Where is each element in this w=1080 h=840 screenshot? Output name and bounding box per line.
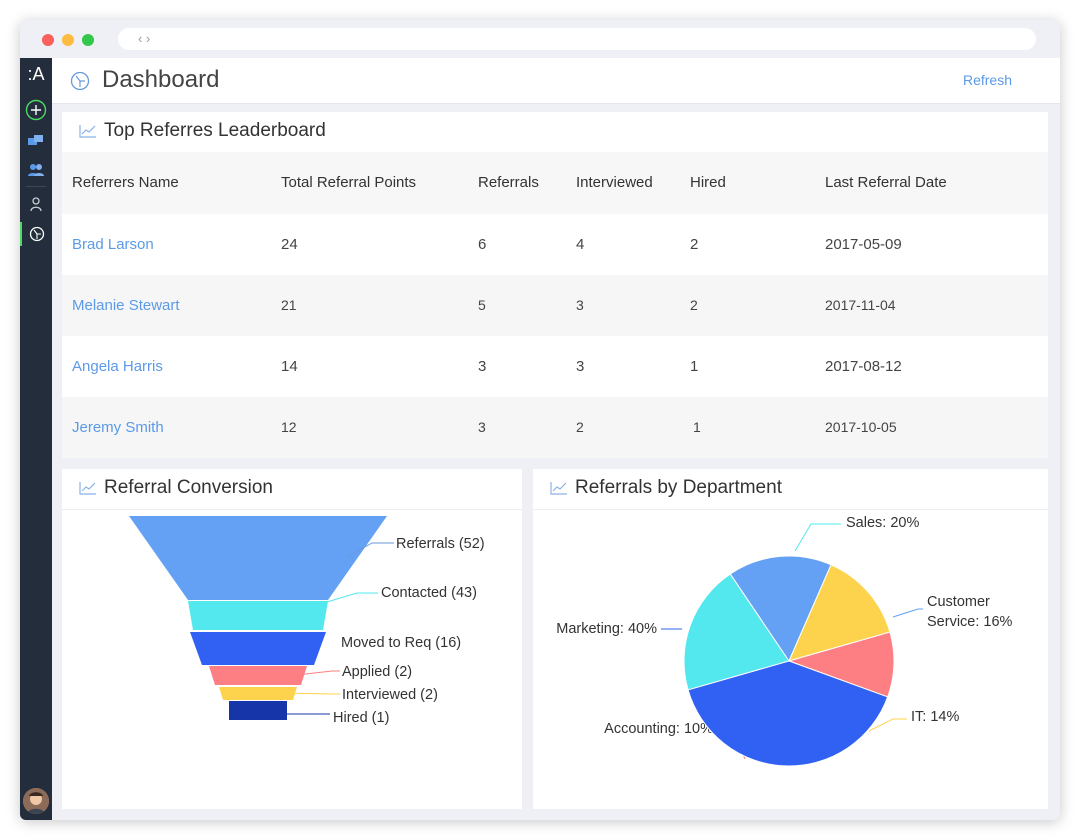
referrals-by-department-panel: Referrals by Department Sales: 20% Custom…	[533, 469, 1048, 809]
interviewed-cell: 3	[576, 297, 584, 313]
date-cell: 2017-08-12	[825, 358, 902, 375]
date-cell: 2017-11-04	[825, 297, 896, 313]
points-cell: 21	[281, 297, 297, 313]
refresh-button[interactable]: Refresh	[962, 72, 1012, 88]
minimize-window-button[interactable]	[62, 34, 74, 46]
dashboard-icon	[70, 71, 90, 96]
interviewed-cell: 4	[576, 236, 585, 253]
maximize-window-button[interactable]	[82, 34, 94, 46]
chart-line-icon	[550, 481, 568, 500]
funnel-leader-line	[346, 542, 394, 558]
pie-label: Accounting: 10%	[604, 721, 713, 737]
column-header[interactable]: Last Referral Date	[825, 174, 947, 191]
points-cell: 24	[281, 236, 298, 253]
date-cell: 2017-10-05	[825, 419, 897, 435]
funnel-leader-line	[277, 692, 340, 695]
leaderboard-panel: Top Referres Leaderboard Referrers Name …	[62, 112, 1048, 458]
referrals-cell: 3	[478, 358, 487, 375]
hired-cell: 1	[690, 358, 699, 375]
funnel-label: Interviewed (2)	[342, 687, 438, 703]
pie-chart: Sales: 20% Customer Service: 16% IT: 14% Acc…	[556, 515, 1013, 767]
funnel-label: Contacted (43)	[381, 585, 477, 601]
column-header[interactable]: Referrers Name	[72, 174, 179, 191]
pie-slice-marketing[interactable]	[687, 660, 889, 767]
window-titlebar: ‹ ›	[20, 20, 1060, 58]
table-row[interactable]: Jeremy Smith 12 3 2 1 2017-10-05	[62, 397, 1048, 458]
url-bar[interactable]: ‹ ›	[118, 28, 1036, 50]
chart-line-icon	[79, 481, 97, 500]
panel-divider	[533, 509, 1048, 510]
referrer-name-link[interactable]: Angela Harris	[72, 358, 163, 375]
interviewed-cell: 2	[576, 419, 584, 435]
table-row[interactable]: Brad Larson 24 6 4 2 2017-05-09	[62, 214, 1048, 275]
page-title: Dashboard	[102, 66, 220, 93]
user-avatar[interactable]	[23, 788, 49, 814]
add-icon[interactable]	[20, 98, 52, 122]
funnel-leader-line	[289, 592, 378, 614]
hired-cell: 2	[690, 236, 699, 253]
funnel-label: Moved to Req (16)	[341, 635, 461, 651]
column-header[interactable]: Interviewed	[576, 174, 653, 191]
table-header: Referrers Name Total Referral Points Ref…	[62, 152, 1048, 214]
panel-divider	[62, 509, 522, 510]
pie-label: Customer	[927, 594, 990, 610]
app-window: ‹ › :A Dashboard Refresh	[20, 20, 1060, 820]
funnel-label: Referrals (52)	[396, 536, 485, 552]
pie-label: Sales: 20%	[846, 515, 919, 531]
pie-slice-sales[interactable]	[683, 573, 790, 691]
funnel-segment-interviewed[interactable]	[219, 687, 297, 700]
date-cell: 2017-05-09	[825, 236, 902, 253]
referrals-cell: 3	[478, 419, 486, 435]
funnel-segment-hired[interactable]	[229, 701, 287, 720]
page-header: Dashboard Refresh	[52, 58, 1060, 104]
sidebar-divider	[26, 186, 46, 187]
conversion-title: Referral Conversion	[104, 477, 273, 498]
column-header[interactable]: Total Referral Points	[281, 174, 417, 191]
pie-slice-it[interactable]	[788, 564, 891, 662]
pie-slice-customer-service[interactable]	[729, 555, 832, 663]
referrals-cell: 5	[478, 297, 486, 313]
points-cell: 14	[281, 358, 298, 375]
funnel-segment-moved-to-req[interactable]	[190, 632, 326, 665]
pie-label: IT: 14%	[911, 709, 959, 725]
referrals-cell: 6	[478, 236, 487, 253]
pie-leader-line	[892, 608, 923, 618]
app-logo[interactable]: :A	[27, 64, 45, 84]
funnel-segment-applied[interactable]	[209, 666, 307, 685]
funnel-chart: Referrals (52) Contacted (43) Moved to Req…	[129, 516, 485, 726]
leaderboard-title: Top Referres Leaderboard	[104, 120, 326, 141]
column-header[interactable]: Hired	[690, 174, 726, 191]
referral-conversion-panel: Referral Conversion Referrals (52) Contac…	[62, 469, 522, 809]
funnel-label: Hired (1)	[333, 710, 389, 726]
department-title: Referrals by Department	[575, 477, 782, 498]
funnel-label: Applied (2)	[342, 664, 412, 680]
table-row[interactable]: Angela Harris 14 3 3 1 2017-08-12	[62, 336, 1048, 397]
funnel-segment-contacted[interactable]	[188, 601, 328, 630]
points-cell: 12	[281, 419, 297, 435]
browser-nav-arrows[interactable]: ‹ ›	[138, 31, 151, 46]
team-icon[interactable]	[20, 158, 52, 182]
sidebar: :A	[20, 58, 52, 820]
funnel-segment-referrals[interactable]	[129, 516, 387, 600]
referrer-name-link[interactable]: Brad Larson	[72, 236, 154, 253]
profile-icon[interactable]	[20, 192, 52, 216]
pie-leader-line	[794, 523, 841, 552]
pie-label: Marketing: 40%	[556, 621, 657, 637]
table-row[interactable]: Melanie Stewart 21 5 3 2 2017-11-04	[62, 275, 1048, 336]
close-window-button[interactable]	[42, 34, 54, 46]
dashboard-icon[interactable]	[20, 222, 52, 246]
column-header[interactable]: Referrals	[478, 174, 539, 191]
hired-cell: 2	[690, 297, 698, 313]
funnel-leader-line	[287, 670, 340, 677]
pie-label: Service: 16%	[927, 614, 1013, 630]
pie-leader-line	[868, 718, 907, 732]
chart-line-icon	[79, 124, 97, 143]
referrer-name-link[interactable]: Jeremy Smith	[72, 419, 164, 436]
hired-cell: 1	[693, 419, 701, 435]
referrer-name-link[interactable]: Melanie Stewart	[72, 297, 180, 314]
interviewed-cell: 3	[576, 358, 585, 375]
jobs-icon[interactable]	[20, 128, 52, 152]
